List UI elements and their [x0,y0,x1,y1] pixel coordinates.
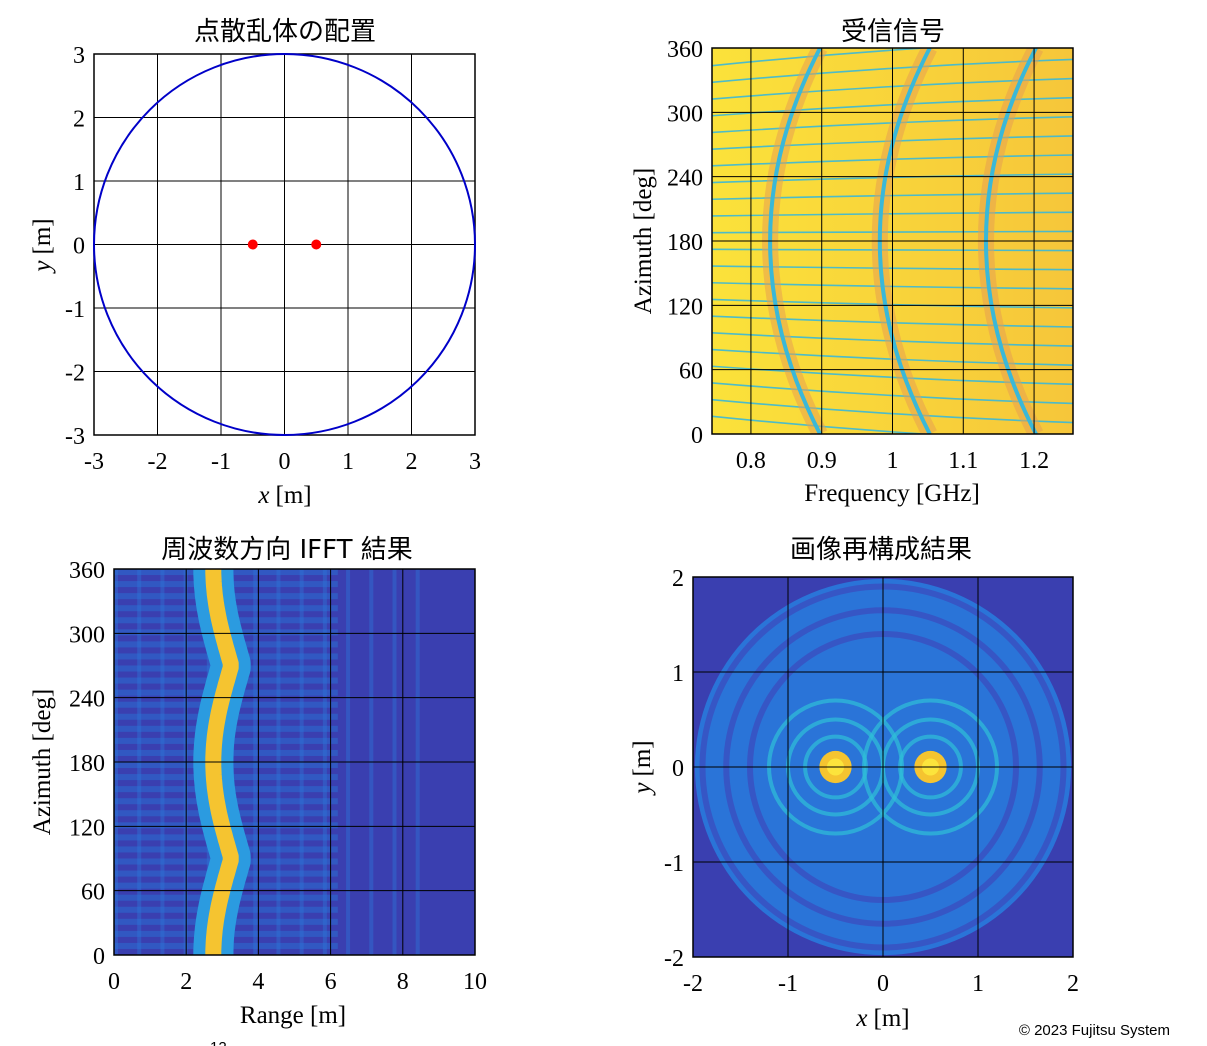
panel4-title: 画像再構成結果 [790,535,972,565]
panel1-xtick-0: -3 [84,449,104,475]
panel2-xtick-0: 0.8 [736,448,766,474]
panel3-ytick-2: 120 [69,815,105,841]
scatter-point-0 [247,239,258,250]
panel4-ticks: -2 -1 0 1 2 -2 -1 0 1 2 [664,566,1079,997]
ifft-result-panel: 周波数方向 IFFT 結果 0 2 4 6 8 10060120180240300360 … [29,535,487,1029]
panel3-xtick-3: 6 [325,969,337,995]
scatter-points [247,239,322,250]
panel4-xtick-2: 0 [877,971,889,997]
panel1-ylabel: y[m] [29,218,56,274]
panel2-ytick-2: 120 [667,294,703,320]
panel2-title: 受信信号 [841,17,945,47]
panel1-xlabel: x [m] [257,482,311,509]
panel1-ytick-0: -3 [65,424,85,450]
page-number: 12 [210,1039,227,1046]
panel2-xtick-4: 1.2 [1019,448,1049,474]
panel3-ytick-0: 0 [93,944,105,970]
panel2-grid [712,47,1073,435]
panel1-xtick-1: -2 [148,449,168,475]
panel1-ytick-1: -2 [65,361,85,387]
panel1-ytick-3: 0 [73,234,85,260]
panel4-ylabel: y[m] [629,740,656,796]
panel4-xtick-1: -1 [778,971,798,997]
panel1-ytick-4: 1 [73,170,85,196]
panel3-ytick-1: 60 [81,880,105,906]
panel3-xtick-0: 0 [108,969,120,995]
panel4-grid [692,576,1074,958]
panel1-xtick-6: 3 [469,449,481,475]
panel2-ytick-0: 0 [691,423,703,449]
sensor-circle [93,53,476,436]
panel2-xtick-3: 1.1 [948,448,978,474]
panel1-ytick-2: -1 [65,297,85,323]
panel1-xtick-5: 2 [406,449,418,475]
panel3-ticks: 0 2 4 6 8 10 0 60 120 180 240 300 360 [69,558,487,995]
panel2-ytick-1: 60 [679,359,703,385]
panel1-xtick-3: 0 [279,449,291,475]
panel2-ytick-5: 300 [667,101,703,127]
scatter-point-1 [311,239,322,250]
panel1-grid [93,53,476,436]
panel4-xlabel: x [m] [855,1005,909,1032]
panel3-xtick-4: 8 [397,969,409,995]
panel2-ytick-4: 240 [667,166,703,192]
panel2-xtick-1: 0.9 [807,448,837,474]
panel1-title: 点散乱体の配置 [194,17,376,47]
panel2-xtick-2: 1 [887,448,899,474]
scatter-positions-panel: 点散乱体の配置 -3 -2 -1 0 1 2 3 -3 -2 -1 0 1 2 3 x [m] y[m] [29,17,481,509]
panel4-xtick-3: 1 [972,971,984,997]
panel3-ytick-5: 300 [69,622,105,648]
reconstruction-panel: 画像再構成結果 -2 -1 0 1 2 -2 -1 0 1 2 x [m] y[m] [629,535,1079,1032]
panel3-xtick-1: 2 [180,969,192,995]
panel1-xtick-2: -1 [211,449,231,475]
panel3-ytick-4: 240 [69,687,105,713]
panel1-ticks: -3 -2 -1 0 1 2 3 -3 -2 -1 0 1 2 3 [65,43,481,475]
panel4-xtick-4: 2 [1067,971,1079,997]
panel2-ylabel: Azimuth [deg] [630,168,657,314]
panel4-ytick-2: 0 [672,756,684,782]
panel2-xlabel: Frequency [GHz] [804,480,980,507]
panel3-ytick-3: 180 [69,751,105,777]
panel2-ytick-6: 360 [667,37,703,63]
panel2-ytick-3: 180 [667,230,703,256]
panel4-xtick-0: -2 [683,971,703,997]
received-signal-panel: 受信信号 0.8 0.9 1 1.1 1.2 0 60 120 180 240 300 360 Fre… [630,17,1074,507]
panel3-grid [113,568,476,956]
panel4-ytick-0: -2 [664,946,684,972]
panel1-xtick-4: 1 [342,449,354,475]
panel3-ylabel: Azimuth [deg] [29,689,56,835]
panel3-title: 周波数方向 IFFT 結果 [161,535,413,565]
panel4-ytick-3: 1 [672,661,684,687]
panel1-ytick-6: 3 [73,43,85,69]
panel1-ytick-5: 2 [73,107,85,133]
panel4-ytick-4: 2 [672,566,684,592]
panel3-xtick-5: 10 [463,969,487,995]
panel3-ytick-6: 360 [69,558,105,584]
panel3-xlabel: Range [m] [240,1002,346,1029]
panel4-ytick-1: -1 [664,851,684,877]
copyright-text: © 2023 Fujitsu System [1019,1022,1170,1039]
panel3-xtick-2: 4 [252,969,264,995]
panel2-ticks: 0.8 0.9 1 1.1 1.2 0 60 120 180 240 300 360 [667,37,1049,474]
